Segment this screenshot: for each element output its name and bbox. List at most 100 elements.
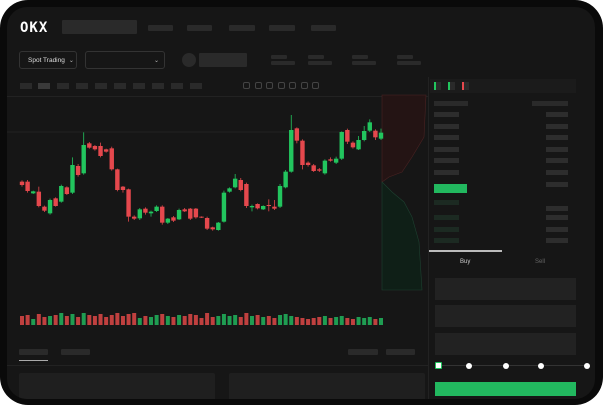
volume-bar: [42, 317, 47, 325]
candle-body: [59, 186, 64, 202]
volume-bar: [92, 316, 97, 325]
bids-only-icon[interactable]: [448, 82, 455, 90]
filter-button[interactable]: [386, 349, 415, 355]
candle-body: [70, 165, 75, 193]
candle-body: [75, 166, 81, 175]
app-screen: OKX Spot Trading ⌄ ⌄ Buy Sell: [7, 7, 595, 399]
candle-body: [137, 209, 142, 219]
candle-body: [227, 188, 232, 192]
timeframe-button[interactable]: [76, 83, 88, 89]
tab-sell[interactable]: Sell: [535, 259, 546, 265]
candle-body: [300, 140, 305, 165]
timeframe-button[interactable]: [152, 83, 164, 89]
candle-body: [19, 181, 25, 185]
total-input[interactable]: [435, 333, 576, 355]
volume-bar: [238, 317, 243, 325]
nav-item[interactable]: [311, 25, 336, 31]
volume-bar: [311, 318, 316, 325]
candle-body: [120, 186, 126, 190]
volume-bar: [109, 315, 114, 325]
candle-body: [261, 206, 266, 210]
candle-body: [64, 187, 70, 194]
ask-price: [434, 135, 459, 140]
volume-bar: [188, 314, 193, 325]
volume-bar: [126, 314, 131, 325]
timeframe-button[interactable]: [190, 83, 202, 89]
price-input[interactable]: [435, 278, 576, 300]
timeframe-button[interactable]: [38, 83, 50, 89]
timeframe-button[interactable]: [20, 83, 32, 89]
candle-body: [238, 180, 243, 190]
tab-buy[interactable]: Buy: [460, 259, 471, 265]
stat-label: [271, 55, 287, 59]
timeframe-button[interactable]: [95, 83, 107, 89]
bid-price: [434, 227, 459, 232]
ask-size: [546, 158, 568, 163]
search-bar[interactable]: [62, 20, 137, 34]
timeframe-button[interactable]: [114, 83, 126, 89]
stat-value: [352, 61, 376, 65]
amount-input[interactable]: [435, 305, 576, 327]
candle-body: [42, 206, 47, 211]
tab-history[interactable]: [61, 349, 90, 355]
volume-bar: [25, 315, 30, 325]
asks-only-icon[interactable]: [462, 82, 469, 90]
ask-size: [546, 135, 568, 140]
volume-bar: [115, 313, 120, 325]
timeframe-button[interactable]: [133, 83, 145, 89]
candle-body: [131, 216, 137, 219]
candle-body: [160, 206, 165, 223]
volume-bar: [317, 317, 322, 325]
spot-trading-dropdown[interactable]: Spot Trading ⌄: [19, 51, 77, 69]
pair-select[interactable]: ⌄: [85, 51, 165, 69]
candle-body: [266, 205, 272, 206]
timeframe-button[interactable]: [171, 83, 183, 89]
volume-bar: [233, 315, 238, 325]
slider-step-0[interactable]: [435, 362, 442, 369]
nav-item[interactable]: [148, 25, 173, 31]
bid-price: [434, 238, 459, 243]
slider-step-75[interactable]: [538, 362, 544, 369]
filter-button[interactable]: [348, 349, 378, 355]
orderbook-column-header: [532, 101, 568, 106]
indicator-icon[interactable]: [254, 82, 262, 89]
volume-bar: [266, 316, 271, 325]
volume-bar: [356, 317, 361, 325]
candle-body: [339, 132, 344, 159]
timeframe-button[interactable]: [57, 83, 69, 89]
candle-body: [378, 132, 384, 139]
volume-bar: [210, 317, 215, 325]
nav-item[interactable]: [269, 25, 295, 31]
line-icon[interactable]: [266, 82, 273, 89]
both-sides-icon[interactable]: [434, 82, 441, 90]
candle-type-icon[interactable]: [243, 82, 250, 89]
slider-step-25[interactable]: [466, 362, 472, 369]
nav-item[interactable]: [229, 25, 255, 31]
ask-size: [546, 124, 568, 129]
settings-icon[interactable]: [300, 82, 308, 89]
slider-step-50[interactable]: [503, 362, 509, 369]
stat-label: [308, 55, 324, 59]
ruler-icon[interactable]: [277, 82, 285, 89]
depth-bids: [381, 181, 423, 291]
volume-bar: [137, 318, 142, 325]
volume-bar: [48, 316, 53, 325]
slider-step-100[interactable]: [584, 362, 590, 369]
candle-body: [188, 208, 193, 219]
candlestick-chart[interactable]: [7, 7, 595, 399]
volume-bar: [255, 315, 260, 325]
bid-price: [434, 215, 459, 220]
divider: [428, 77, 429, 399]
camera-icon[interactable]: [289, 82, 296, 89]
tab-open-orders[interactable]: [19, 349, 48, 355]
fullscreen-icon[interactable]: [312, 82, 319, 89]
pair-name: [199, 53, 247, 67]
candle-body: [305, 162, 311, 165]
candle-body: [143, 208, 148, 213]
nav-item[interactable]: [187, 25, 212, 31]
amount-slider-track[interactable]: [438, 365, 588, 366]
volume-bar: [154, 315, 159, 325]
buy-button[interactable]: [435, 382, 576, 396]
volume-bar: [177, 315, 182, 325]
